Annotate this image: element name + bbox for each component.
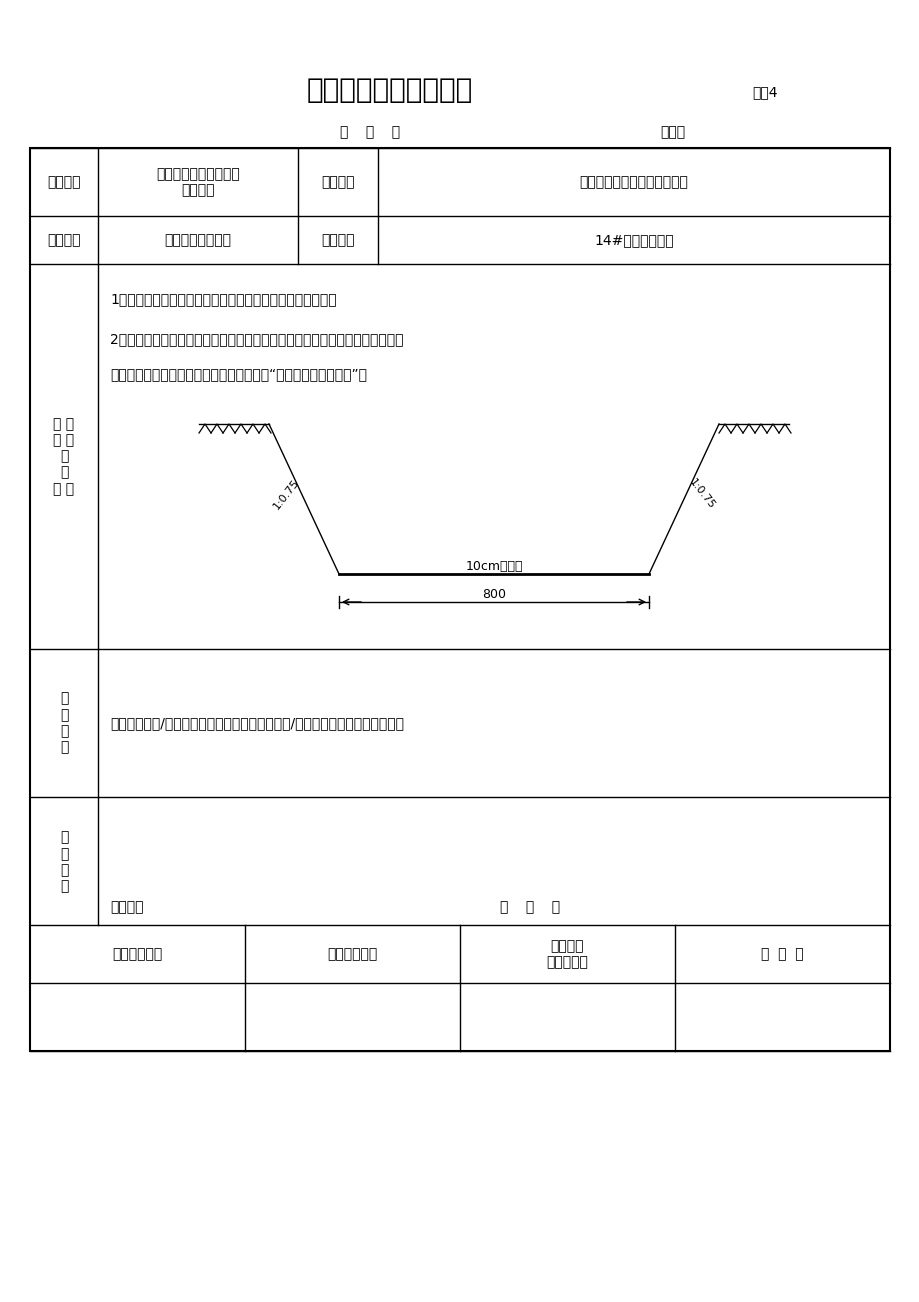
- Text: 质棃4: 质棃4: [752, 85, 777, 99]
- Text: 施工单位: 施工单位: [321, 174, 355, 189]
- Text: 1、棄查内容：帮层高程、中线每侧宽度、厚度、帮层压实度: 1、棄查内容：帮层高程、中线每侧宽度、厚度、帮层压实度: [110, 292, 336, 306]
- Text: 隐蔽工程检查验收记录: 隐蔽工程检查验收记录: [307, 76, 472, 104]
- Text: 验
收
意
见: 验 收 意 见: [60, 691, 68, 754]
- Text: 14#楼外围污水管: 14#楼外围污水管: [594, 233, 673, 247]
- Text: 工程名称: 工程名称: [47, 174, 81, 189]
- Text: 年    月    日: 年 月 日: [339, 125, 400, 139]
- Text: 复查人：: 复查人：: [110, 900, 143, 914]
- Text: 经棄查，符合/不符合设计及施工规范要求，同意/不同意进行下一道工序施工。: 经棄查，符合/不符合设计及施工规范要求，同意/不同意进行下一道工序施工。: [110, 716, 403, 730]
- Text: 1:0.75: 1:0.75: [686, 477, 716, 510]
- Text: 监理单位代表: 监理单位代表: [327, 947, 377, 961]
- Text: 1:0.75: 1:0.75: [271, 477, 301, 510]
- Text: 隐棄项目: 隐棄项目: [47, 233, 81, 247]
- Text: 建设单位代表: 建设单位代表: [112, 947, 163, 961]
- Text: 隐棄范围: 隐棄范围: [321, 233, 355, 247]
- Text: 年    月    日: 年 月 日: [499, 900, 560, 914]
- Text: 施工项目
技术负责人: 施工项目 技术负责人: [546, 939, 588, 969]
- Text: 施工规范要求，压实度满足设计要求（详见“工地密实度棄验报告”）: 施工规范要求，压实度满足设计要求（详见“工地密实度棄验报告”）: [110, 367, 367, 381]
- Text: 800: 800: [482, 589, 505, 602]
- Bar: [30, 148, 889, 1051]
- Text: 河西桃花源室外排水及
道路工程: 河西桃花源室外排水及 道路工程: [156, 167, 240, 197]
- Text: 广西壮族自治区冶金建设公司: 广西壮族自治区冶金建设公司: [579, 174, 687, 189]
- Text: 10cm砂帮层: 10cm砂帮层: [465, 560, 522, 573]
- Text: 编号：: 编号：: [659, 125, 685, 139]
- Text: 处
理
情
况: 处 理 情 况: [60, 831, 68, 893]
- Text: 2、棄查情况：帮层面密实、平整，帮层高程、中线每侧宽度、厚度满足设计及: 2、棄查情况：帮层面密实、平整，帮层高程、中线每侧宽度、厚度满足设计及: [110, 332, 403, 346]
- Text: 污水管管沟砂帮层: 污水管管沟砂帮层: [165, 233, 232, 247]
- Text: 质  棄  员: 质 棄 员: [760, 947, 803, 961]
- Text: 隐 棄
棄 查
内
容
及 况: 隐 棄 棄 查 内 容 及 况: [53, 417, 74, 496]
